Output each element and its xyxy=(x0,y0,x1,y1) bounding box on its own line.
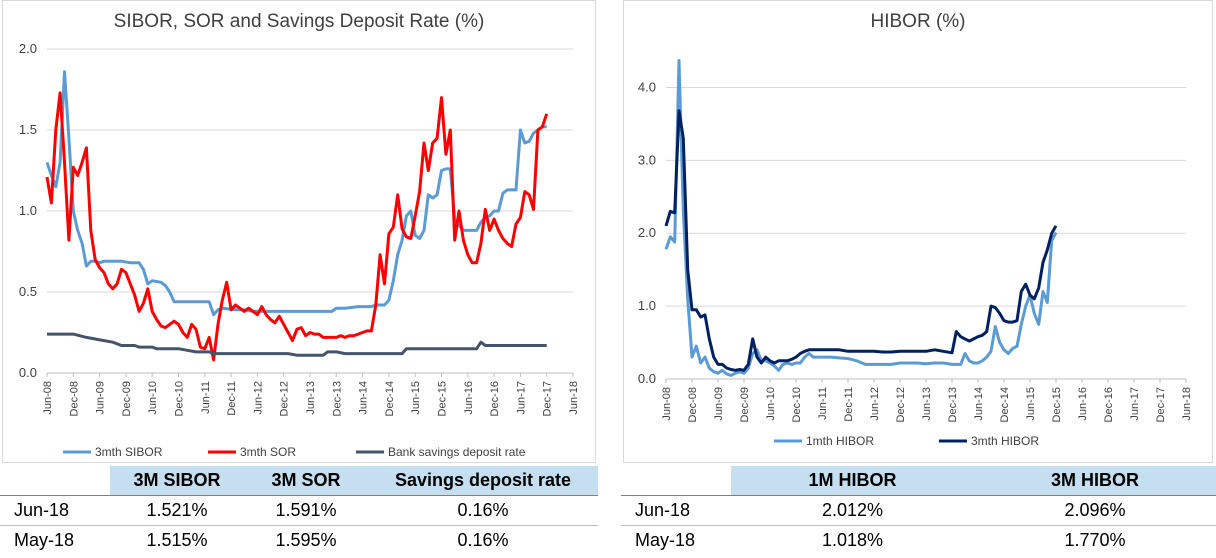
table-cell: 1.018% xyxy=(731,525,974,555)
x-tick-label: Dec-14 xyxy=(384,381,396,416)
hibor-chart: 0.0 1.0 2.0 3.0 4.0 Jun-08 Dec-08 Jun-09 Dec-09 J… xyxy=(638,59,1193,448)
x-tick-label: Jun-14 xyxy=(358,381,370,415)
y-tick-label: 2.0 xyxy=(19,41,37,56)
row-label: May-18 xyxy=(0,525,110,555)
legend-label: 3mth SIBOR xyxy=(95,445,163,459)
x-tick-label: Jun-18 xyxy=(1181,387,1193,421)
x-tick-label: Dec-08 xyxy=(687,387,699,422)
x-tick-label: Dec-14 xyxy=(999,387,1011,422)
table-corner-cell xyxy=(621,466,731,496)
x-tick-label: Dec-08 xyxy=(68,381,80,416)
x-tick-label: Dec-12 xyxy=(895,387,907,422)
y-tick-label: 2.0 xyxy=(638,225,656,240)
x-tick-label: Dec-15 xyxy=(437,381,449,416)
table-header: 1M HIBOR xyxy=(731,466,974,496)
table-cell: 0.16% xyxy=(368,525,598,555)
x-tick-label: Dec-10 xyxy=(791,387,803,422)
series-line-1mth-hibor xyxy=(664,59,1058,377)
x-tick-label: Dec-13 xyxy=(947,387,959,422)
sibor-rates-table: 3M SIBOR 3M SOR Savings deposit rate Jun… xyxy=(0,466,598,555)
legend-label: 3mth SOR xyxy=(240,445,296,459)
table-header: 3M SOR xyxy=(244,466,368,496)
sibor-chart-panel: SIBOR, SOR and Savings Deposit Rate (%) … xyxy=(2,0,596,463)
series-line-3mth-sor xyxy=(45,91,549,362)
x-tick-label: Dec-17 xyxy=(542,381,554,416)
series-line-bank-savings-deposit-rate xyxy=(47,332,547,357)
sibor-chart: 0.0 0.5 1.0 1.5 2.0 Jun-08 Dec-08 Jun-09 Dec-09 J… xyxy=(19,41,580,459)
x-tick-label: Dec-11 xyxy=(226,381,238,416)
row-label: Jun-18 xyxy=(0,495,110,526)
x-tick-label: Dec-09 xyxy=(121,381,133,416)
x-tick-label: Dec-10 xyxy=(174,381,186,416)
series-line-3mth-hibor xyxy=(664,109,1058,372)
y-tick-label: 4.0 xyxy=(638,79,656,94)
table-row: May-18 1.018% 1.770% xyxy=(621,525,1216,555)
x-tick-label: Jun-13 xyxy=(921,387,933,421)
x-tick-label: Jun-14 xyxy=(973,387,985,421)
series-line-3mth-sibor xyxy=(45,70,547,317)
x-tick-label: Jun-08 xyxy=(661,387,673,421)
x-tick-label: Jun-15 xyxy=(410,381,422,415)
x-tick-label: Jun-11 xyxy=(817,387,829,420)
x-tick-label: Jun-16 xyxy=(463,381,475,415)
x-tick-label: Dec-17 xyxy=(1155,387,1167,422)
y-tick-label: 0.5 xyxy=(19,284,37,299)
y-tick-label: 0.0 xyxy=(19,365,37,380)
x-tick-label: Jun-09 xyxy=(95,381,107,415)
x-tick-label: Jun-18 xyxy=(568,381,580,415)
table-cell: 1.515% xyxy=(110,525,244,555)
row-label: Jun-18 xyxy=(621,495,731,526)
x-tick-label: Dec-16 xyxy=(489,381,501,416)
y-tick-label: 1.5 xyxy=(19,122,37,137)
x-tick-label: Dec-13 xyxy=(331,381,343,416)
legend-label: Bank savings deposit rate xyxy=(388,445,526,459)
row-label: May-18 xyxy=(621,525,731,555)
x-tick-label: Jun-10 xyxy=(147,381,159,415)
x-tick-label: Jun-08 xyxy=(42,381,54,415)
x-tick-label: Jun-10 xyxy=(765,387,777,421)
table-cell: 2.012% xyxy=(731,495,974,526)
table-header: 3M SIBOR xyxy=(110,466,244,496)
x-tick-label: Jun-15 xyxy=(1025,387,1037,421)
table-cell: 1.521% xyxy=(110,495,244,526)
table-header: 3M HIBOR xyxy=(974,466,1216,496)
table-header-row: 1M HIBOR 3M HIBOR xyxy=(621,466,1216,496)
x-tick-label: Jun-17 xyxy=(1129,387,1141,421)
x-tick-label: Jun-12 xyxy=(869,387,881,421)
x-tick-label: Dec-12 xyxy=(279,381,291,416)
y-tick-label: 0.0 xyxy=(638,371,656,386)
x-tick-label: Jun-13 xyxy=(305,381,317,415)
table-cell: 1.595% xyxy=(244,525,368,555)
table-cell: 2.096% xyxy=(974,495,1216,526)
x-tick-label: Jun-16 xyxy=(1077,387,1089,421)
table-row: Jun-18 2.012% 2.096% xyxy=(621,495,1216,526)
x-tick-label: Jun-09 xyxy=(713,387,725,421)
table-cell: 1.591% xyxy=(244,495,368,526)
x-tick-label: Jun-11 xyxy=(200,381,212,414)
x-tick-label: Dec-09 xyxy=(739,387,751,422)
table-row: May-18 1.515% 1.595% 0.16% xyxy=(0,525,598,555)
x-tick-label: Dec-15 xyxy=(1051,387,1063,422)
hibor-rates-table: 1M HIBOR 3M HIBOR Jun-18 2.012% 2.096% M… xyxy=(621,466,1216,555)
table-row: Jun-18 1.521% 1.591% 0.16% xyxy=(0,495,598,526)
y-tick-label: 1.0 xyxy=(19,203,37,218)
legend-label: 3mth HIBOR xyxy=(971,434,1039,448)
chart-title: SIBOR, SOR and Savings Deposit Rate (%) xyxy=(113,11,485,32)
table-header-row: 3M SIBOR 3M SOR Savings deposit rate xyxy=(0,466,598,496)
x-tick-label: Jun-17 xyxy=(515,381,527,415)
table-cell: 1.770% xyxy=(974,525,1216,555)
table-header: Savings deposit rate xyxy=(368,466,598,496)
x-tick-label: Dec-16 xyxy=(1103,387,1115,422)
x-tick-label: Dec-11 xyxy=(843,387,855,422)
y-tick-label: 3.0 xyxy=(638,152,656,167)
hibor-chart-panel: HIBOR (%) 0.0 1.0 2.0 3.0 4.0 Jun-08 Dec-08 Jun… xyxy=(623,0,1213,463)
chart-title: HIBOR (%) xyxy=(870,11,966,32)
table-cell: 0.16% xyxy=(368,495,598,526)
y-tick-label: 1.0 xyxy=(638,298,656,313)
legend-label: 1mth HIBOR xyxy=(806,434,874,448)
table-corner-cell xyxy=(0,466,110,496)
x-tick-label: Jun-12 xyxy=(252,381,264,415)
